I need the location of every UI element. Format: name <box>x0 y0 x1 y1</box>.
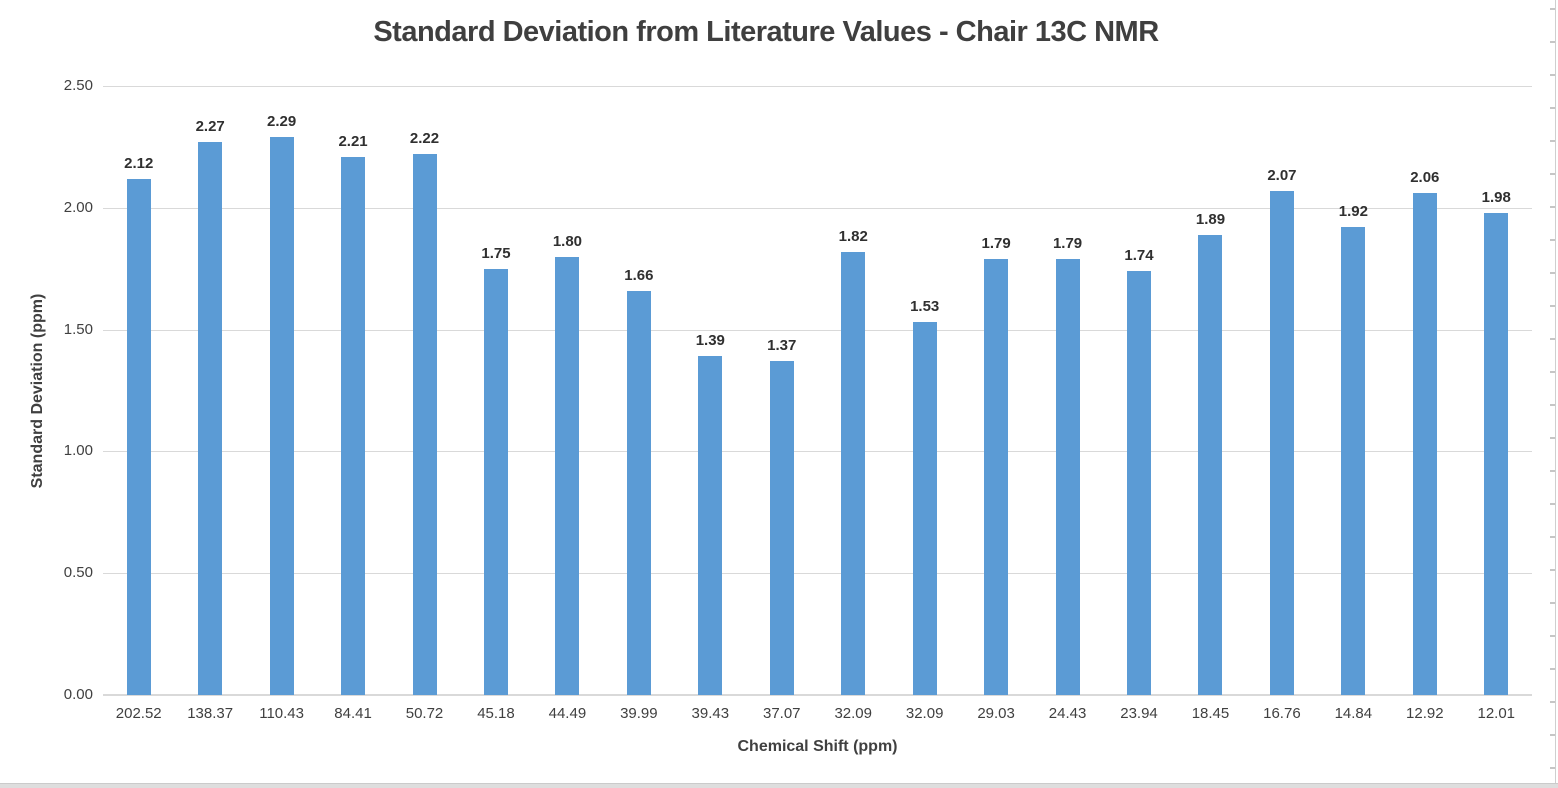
bar <box>341 156 366 695</box>
bar-data-label: 1.98 <box>1481 188 1511 206</box>
x-tick-label: 84.41 <box>334 705 372 722</box>
x-tick-label: 12.92 <box>1406 705 1444 722</box>
y-tick-label: 0.00 <box>63 686 93 703</box>
bar <box>769 361 794 695</box>
x-tick-label: 32.09 <box>834 705 872 722</box>
bar <box>1341 227 1366 695</box>
y-tick-label: 1.50 <box>63 320 93 338</box>
bar-data-label: 1.53 <box>910 298 940 316</box>
bar-data-label: 2.12 <box>124 154 154 172</box>
y-axis-title: Standard Deviation (ppm) <box>29 293 46 489</box>
bar <box>126 178 151 695</box>
y-tick-label: 2.50 <box>63 77 93 94</box>
bar-data-label: 1.74 <box>1124 247 1154 265</box>
x-tick-label: 14.84 <box>1334 705 1373 722</box>
x-tick-label: 29.03 <box>977 705 1015 722</box>
x-tick-label: 138.37 <box>187 705 234 722</box>
x-axis-title: Chemical Shift (ppm) <box>737 738 898 755</box>
bar-data-label: 1.92 <box>1338 203 1368 221</box>
bar <box>1127 271 1152 695</box>
bar <box>912 322 937 695</box>
chart-title: Standard Deviation from Literature Value… <box>373 16 1159 48</box>
x-tick-label: 23.94 <box>1120 705 1158 722</box>
y-tick-label: 1.00 <box>63 442 93 460</box>
gridline <box>103 573 1532 575</box>
bar <box>1055 258 1080 695</box>
gridline <box>103 451 1532 453</box>
bar <box>412 154 437 695</box>
x-tick-label: 45.18 <box>477 705 515 722</box>
bar <box>1412 193 1437 695</box>
bar <box>1269 190 1294 695</box>
bar-data-label: 1.80 <box>552 232 583 250</box>
y-tick-label: 2.00 <box>63 198 93 216</box>
bar-data-label: 1.89 <box>1195 210 1226 228</box>
window-bottom-edge <box>0 783 1558 788</box>
x-tick-label: 110.43 <box>259 705 304 722</box>
x-tick-label: 44.49 <box>548 705 587 722</box>
sheet-row-gridline-ticks <box>1550 8 1555 783</box>
bar <box>626 290 651 695</box>
bar <box>698 356 723 695</box>
x-tick-label: 37.07 <box>762 705 801 722</box>
bar-data-label: 1.37 <box>767 337 797 355</box>
bar <box>269 137 294 695</box>
bar-data-label: 2.27 <box>195 118 225 136</box>
bar <box>483 268 508 695</box>
bar-data-label: 2.06 <box>1410 169 1440 187</box>
sheet-edge-divider <box>1555 0 1556 783</box>
bar <box>1198 234 1223 695</box>
gridline <box>103 207 1532 209</box>
bar-data-label: 1.39 <box>695 332 725 350</box>
y-tick-label: 0.50 <box>63 564 93 582</box>
x-tick-label: 50.72 <box>405 705 444 722</box>
bar <box>841 251 866 695</box>
bar <box>198 142 223 695</box>
x-tick-label: 12.01 <box>1477 705 1516 722</box>
gridline <box>103 86 1532 87</box>
bar <box>1484 212 1509 695</box>
bar-data-label: 1.79 <box>981 234 1011 252</box>
bar-data-label: 1.75 <box>481 244 511 262</box>
x-tick-label: 39.99 <box>620 705 658 722</box>
x-axis-line <box>103 694 1532 696</box>
x-tick-label: 32.09 <box>905 705 944 722</box>
bar <box>555 256 580 695</box>
x-tick-label: 24.43 <box>1048 705 1087 722</box>
bar-data-label: 2.22 <box>409 130 440 148</box>
x-tick-label: 16.76 <box>1263 705 1301 722</box>
x-tick-label: 202.52 <box>115 705 162 722</box>
bar-data-label: 2.21 <box>338 132 368 150</box>
bar-data-label: 1.66 <box>624 266 654 284</box>
gridline <box>103 329 1532 331</box>
bar-data-label: 2.29 <box>267 113 297 131</box>
x-tick-label: 18.45 <box>1191 705 1230 722</box>
bar-data-label: 1.79 <box>1052 234 1083 252</box>
x-tick-label: 39.43 <box>691 705 730 722</box>
bar-data-label: 1.82 <box>838 227 868 245</box>
bar <box>984 258 1009 695</box>
bar-data-label: 2.07 <box>1267 166 1297 184</box>
